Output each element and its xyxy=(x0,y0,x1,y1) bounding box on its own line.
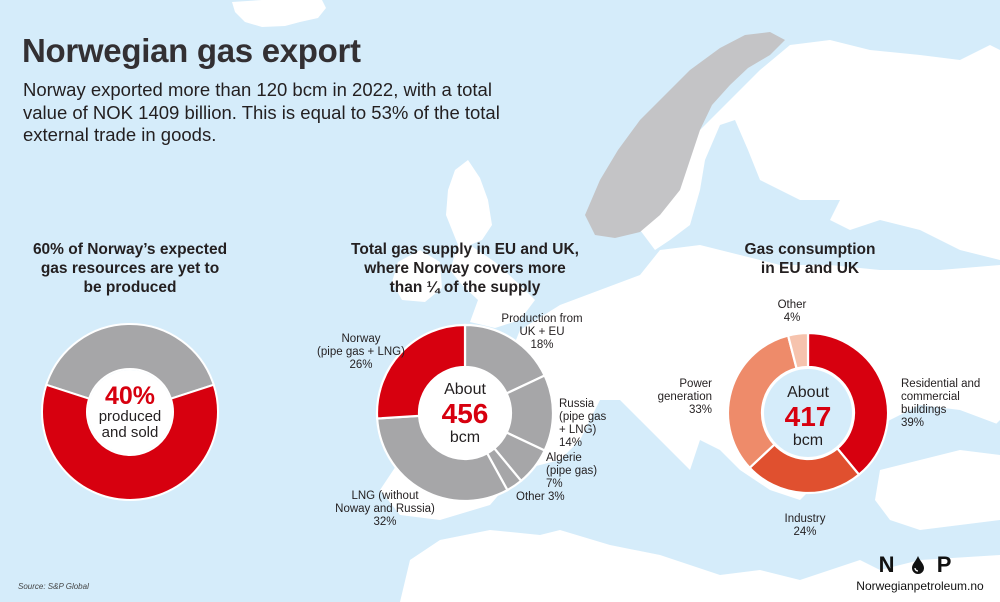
reserves-center-value: 40% xyxy=(104,382,156,410)
norway-land xyxy=(585,32,785,238)
supply-label-uk-eu: Production from UK + EU 18% xyxy=(501,313,583,351)
page-subtitle: Norway exported more than 120 bcm in 202… xyxy=(23,79,500,145)
consumption-label-industry: Industry 24% xyxy=(784,513,826,538)
supply-donut-chart xyxy=(375,323,555,503)
consumption-label-residential: Residential and commercial buildings 39% xyxy=(901,378,981,429)
consumption-chart-title: Gas consumption in EU and UK xyxy=(744,241,876,277)
consumption-label-other: Other 4% xyxy=(777,299,807,324)
iceland-land xyxy=(232,0,326,27)
np-logo-mark: N P xyxy=(878,552,962,577)
supply-center-label: About 456 bcm xyxy=(425,381,505,447)
website-link[interactable]: Norwegianpetroleum.no xyxy=(856,579,984,593)
supply-label-other: Other 3% xyxy=(516,491,565,503)
page-title: Norwegian gas export xyxy=(22,32,361,69)
black-sea xyxy=(880,405,1000,455)
reserves-center-label: 40% produced and sold xyxy=(85,383,175,441)
consumption-label-power: Power generation 33% xyxy=(657,378,712,416)
africa-land xyxy=(400,530,1000,602)
supply-label-algerie: Algerie (pipe gas) 7% xyxy=(546,452,598,490)
source-note: Source: S&P Global xyxy=(18,582,89,591)
supply-chart-title: Total gas supply in EU and UK, where Nor… xyxy=(351,241,579,296)
reserves-chart-title: 60% of Norway’s expected gas resources a… xyxy=(32,241,228,296)
oil-drop-icon xyxy=(912,556,924,574)
adriatic-sea xyxy=(635,420,700,510)
turkey-land xyxy=(875,450,1000,530)
supply-label-russia: Russia (pipe gas + LNG) 14% xyxy=(559,398,607,449)
norwegian-petroleum-logo[interactable]: N P Norwegianpetroleum.no xyxy=(855,552,985,594)
consumption-center-label: About 417 bcm xyxy=(768,384,848,450)
uk-land xyxy=(446,160,535,328)
supply-label-lng: LNG (without Noway and Russia) 32% xyxy=(335,490,435,528)
scandinavia-land xyxy=(640,40,1000,260)
ireland-land xyxy=(392,250,442,302)
reserves-donut-chart xyxy=(41,323,219,501)
consumption-donut-chart xyxy=(726,331,890,495)
consumption-center-value: 417 xyxy=(784,401,832,432)
reserves-segment-yet-to-produce-top xyxy=(45,323,215,400)
supply-center-value: 456 xyxy=(441,398,489,429)
supply-label-norway: Norway (pipe gas + LNG) 26% xyxy=(317,333,405,371)
reserves-segment-red xyxy=(41,383,219,501)
